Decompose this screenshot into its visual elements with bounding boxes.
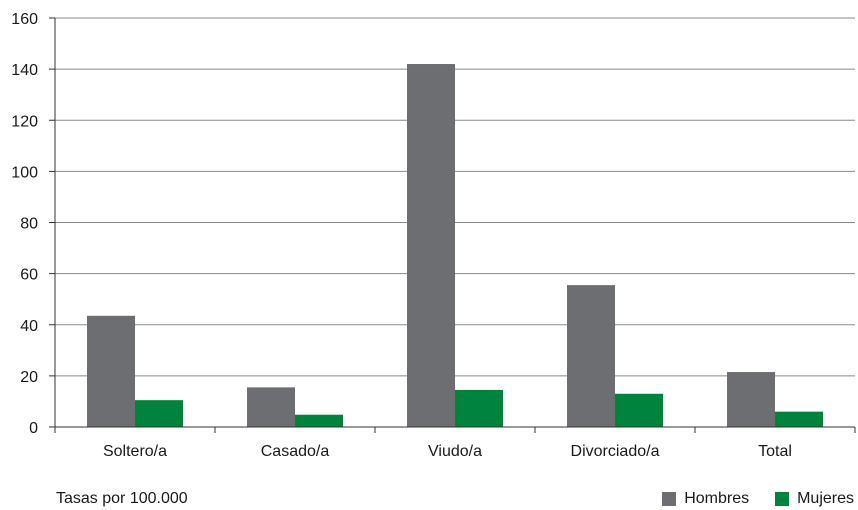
- rate-note: Tasas por 100.000: [56, 490, 188, 507]
- y-tick-label: 120: [11, 113, 38, 130]
- x-category-label: Viudo/a: [428, 443, 482, 460]
- legend: Hombres Mujeres: [636, 490, 854, 508]
- legend-swatch-mujeres: [775, 492, 790, 506]
- y-tick-label: 100: [11, 164, 38, 181]
- y-tick-label: 60: [20, 267, 38, 284]
- bar-mujeres: [295, 414, 343, 427]
- bars: [87, 64, 823, 427]
- legend-item-hombres: Hombres: [662, 490, 749, 508]
- legend-label-mujeres: Mujeres: [797, 490, 854, 507]
- y-tick-label: 40: [20, 318, 38, 335]
- bar-mujeres: [615, 393, 663, 427]
- x-category-label: Soltero/a: [103, 443, 167, 460]
- y-axis-ticks: 0 20 40 60 80 100 120 140 160: [11, 11, 38, 437]
- bar-hombres: [407, 64, 455, 427]
- legend-label-hombres: Hombres: [684, 490, 750, 507]
- bar-hombres: [727, 372, 775, 427]
- y-tick-label: 140: [11, 62, 38, 79]
- bar-mujeres: [455, 389, 503, 427]
- legend-item-mujeres: Mujeres: [775, 490, 854, 508]
- y-tick-label: 20: [20, 369, 38, 386]
- y-tick-label: 80: [20, 216, 38, 233]
- x-category-label: Casado/a: [261, 443, 330, 460]
- x-category-label: Total: [758, 443, 792, 460]
- x-axis-categories: Soltero/a Casado/a Viudo/a Divorciado/a Tota…: [103, 443, 792, 460]
- x-category-label: Divorciado/a: [571, 443, 660, 460]
- legend-swatch-hombres: [662, 492, 677, 506]
- bar-hombres: [567, 285, 615, 427]
- y-tick-label: 0: [29, 420, 38, 437]
- axes: [49, 17, 856, 433]
- bar-hombres: [87, 315, 135, 427]
- y-tick-label: 160: [11, 11, 38, 28]
- bar-mujeres: [135, 400, 183, 427]
- bar-hombres: [247, 387, 295, 427]
- bar-mujeres: [775, 411, 823, 427]
